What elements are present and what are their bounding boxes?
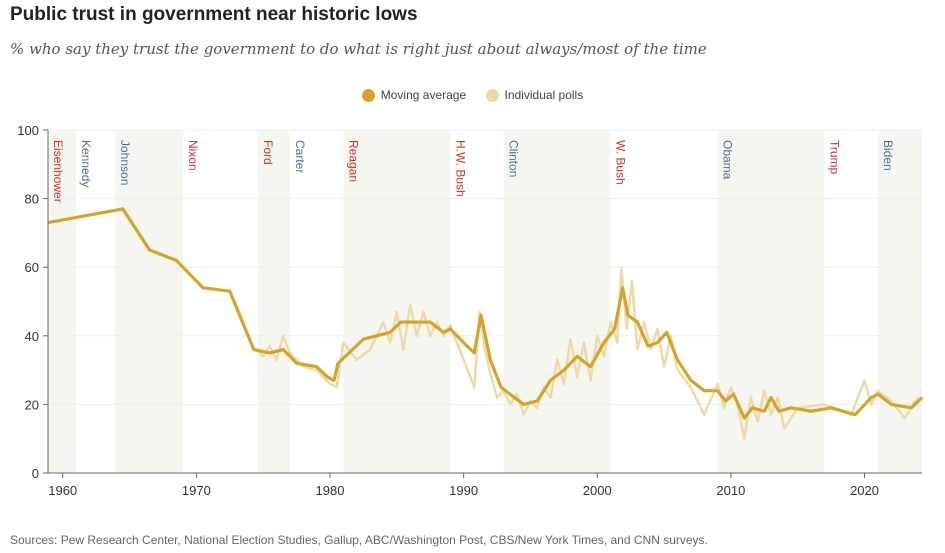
x-tick-label: 1970 xyxy=(182,483,211,498)
president-label: Clinton xyxy=(507,140,521,177)
y-tick-label: 0 xyxy=(32,466,39,481)
president-label: Carter xyxy=(293,140,307,173)
president-label: Trump xyxy=(827,140,841,175)
y-tick-label: 80 xyxy=(25,192,39,207)
x-tick-label: 2010 xyxy=(716,483,745,498)
president-label: Kennedy xyxy=(79,140,93,187)
president-label: W. Bush xyxy=(614,140,628,185)
legend-label: Moving average xyxy=(380,88,467,102)
chart-subtitle: % who say they trust the government to d… xyxy=(10,40,707,58)
president-label: Ford xyxy=(261,140,275,165)
president-label: Johnson xyxy=(118,140,132,185)
y-tick-label: 60 xyxy=(25,260,39,275)
y-tick-label: 20 xyxy=(25,397,39,412)
x-tick-label: 1990 xyxy=(449,483,478,498)
term-band-reagan xyxy=(343,130,451,473)
term-band-ford xyxy=(257,130,290,473)
source-note: Sources: Pew Research Center, National E… xyxy=(10,533,708,547)
legend-swatch-moving xyxy=(361,88,375,102)
x-tick-label: 1960 xyxy=(48,483,77,498)
legend-item-moving-average: Moving average xyxy=(361,88,467,102)
term-band-clinton xyxy=(503,130,611,473)
president-label: Eisenhower xyxy=(51,140,65,203)
y-tick-label: 100 xyxy=(17,123,39,138)
president-label: H.W. Bush xyxy=(453,140,467,197)
president-label: Obama xyxy=(721,140,735,180)
legend: Moving average Individual polls xyxy=(0,88,945,105)
legend-item-individual-polls: Individual polls xyxy=(485,88,584,102)
x-tick-label: 2000 xyxy=(583,483,612,498)
term-band-johnson xyxy=(114,130,183,473)
chart-title: Public trust in government near historic… xyxy=(10,4,418,25)
y-tick-label: 40 xyxy=(25,329,39,344)
term-band-biden xyxy=(877,130,922,473)
x-tick-label: 2020 xyxy=(850,483,879,498)
president-label: Biden xyxy=(881,140,895,171)
legend-swatch-polls xyxy=(485,88,499,102)
x-tick-label: 1980 xyxy=(316,483,345,498)
term-band-obama xyxy=(717,130,825,473)
president-label: Nixon xyxy=(186,140,200,171)
term-band-eisenhower xyxy=(48,130,77,473)
legend-label: Individual polls xyxy=(504,88,584,102)
president-label: Reagan xyxy=(346,140,360,182)
